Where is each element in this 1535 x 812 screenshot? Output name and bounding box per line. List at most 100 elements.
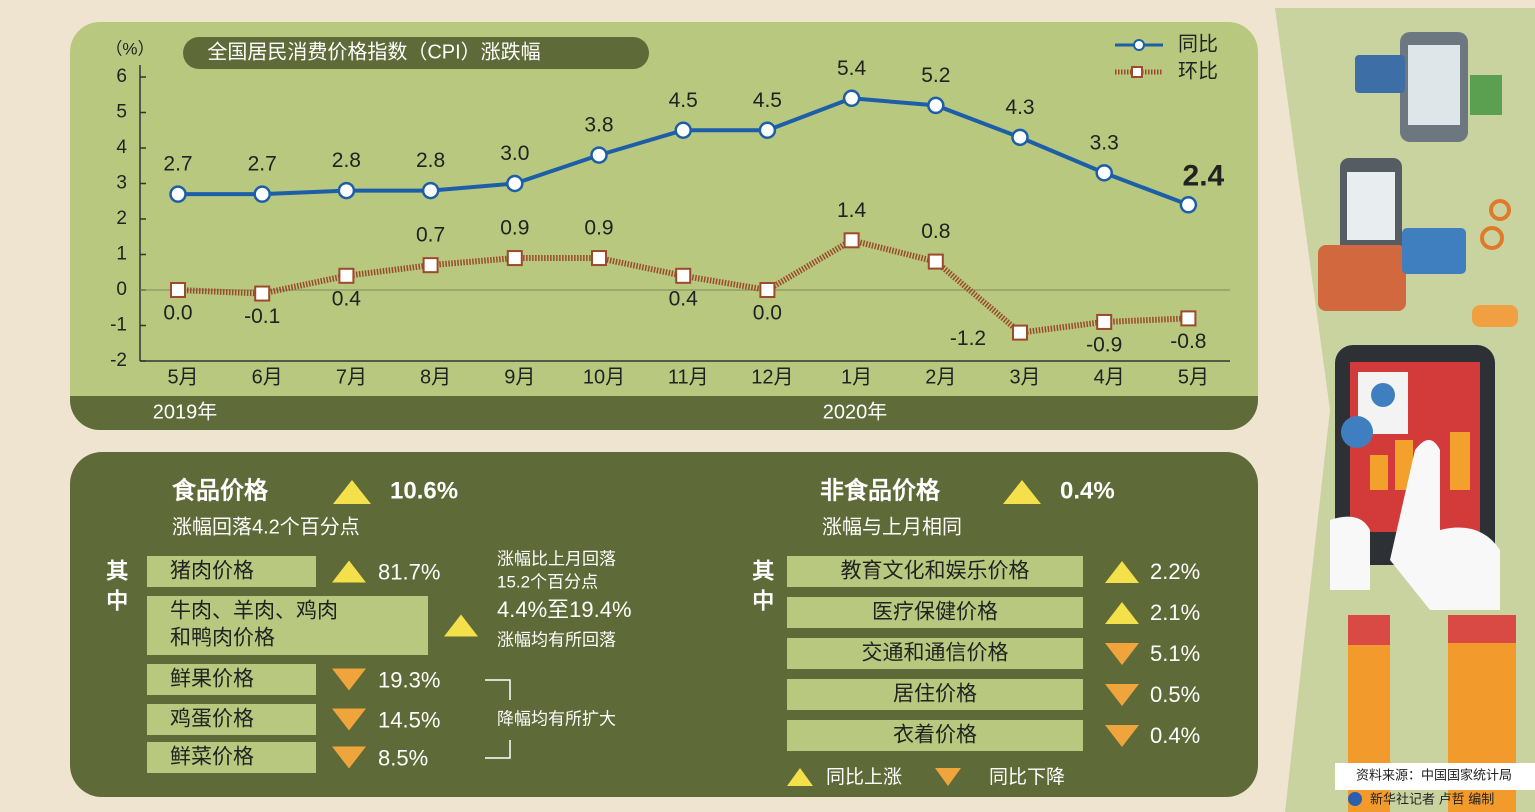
item-change: 19.3% [378,667,440,692]
x-tick-label: 12月 [751,366,793,388]
infographic: 全国居民消费价格指数（CPI）涨跌幅 （%） 资料来源：中国国家统计局 新华社记… [0,0,1535,812]
x-tick-label: 3月 [1009,366,1040,388]
food-change: 10.6% [390,477,458,504]
marker [255,287,269,301]
value-label: -1.2 [950,327,986,350]
x-tick-label: 1月 [841,366,872,388]
item-change: 8.5% [378,745,428,770]
legend-label: 同比 [1178,32,1218,55]
marker [1013,326,1027,340]
item-label: 居住价格 [893,683,977,706]
marker [339,183,354,198]
x-tick-label: 2月 [925,366,956,388]
side-label: 其中 [103,559,128,619]
nonfood-note: 涨幅与上月相同 [822,515,962,538]
value-label: 3.8 [584,114,613,137]
y-tick-label: 2 [116,208,127,229]
marker [760,123,775,138]
nonfood-change: 0.4% [1060,477,1115,504]
value-label: 0.8 [921,220,950,243]
y-tick-label: -2 [110,350,127,371]
marker [844,91,859,106]
y-tick-label: 1 [116,244,127,265]
item-label: 教育文化和娱乐价格 [841,560,1030,583]
item-change: 2.1% [1150,600,1200,625]
marker [1013,130,1028,145]
marker [424,258,438,272]
year-label: 2019年 [153,400,218,423]
item-label: 医疗保健价格 [872,601,998,624]
value-label: 5.4 [837,57,867,80]
marker [676,269,690,283]
item-change: 14.5% [378,707,440,732]
value-label: 2.4 [1183,160,1225,193]
x-tick-label: 6月 [252,366,283,388]
value-label: 0.4 [332,287,362,310]
nonfood-title: 非食品价格 [820,476,941,504]
marker [508,251,522,265]
value-label: 2.8 [416,149,445,172]
x-tick-label: 5月 [167,366,198,388]
value-label: 3.3 [1090,131,1119,154]
value-label: 0.9 [584,217,613,240]
marker [1097,315,1111,329]
item-label: 猪肉价格 [170,560,254,583]
item-label: 交通和通信价格 [862,642,1009,665]
food-note: 涨幅回落4.2个百分点 [172,515,360,538]
value-label: 2.7 [248,153,277,176]
y-tick-label: 5 [116,102,127,123]
item-change: 5.1% [1150,641,1200,666]
legend-down: 同比下降 [989,766,1065,788]
year-label: 2020年 [823,400,888,423]
value-label: 2.8 [332,149,361,172]
marker [1181,197,1196,212]
item-change: 2.2% [1150,559,1200,584]
value-label: 0.0 [753,302,782,325]
marker [507,176,522,191]
value-label: 0.9 [500,217,529,240]
legend-marker [1134,40,1144,50]
item-label: 鲜菜价格 [170,746,254,769]
marker [845,233,859,247]
value-label: -0.1 [244,305,280,328]
y-tick-label: 4 [116,137,127,158]
value-label: 5.2 [921,64,950,87]
x-tick-label: 10月 [583,366,625,388]
item-change: 81.7% [378,559,440,584]
item-note: 涨幅均有所回落 [497,630,616,649]
value-label: 0.0 [163,302,192,325]
legend-marker [1132,67,1142,77]
group-note: 降幅均有所扩大 [497,709,616,728]
marker [1181,311,1195,325]
value-label: 2.7 [163,153,192,176]
marker [1097,165,1112,180]
item-change: 0.4% [1150,723,1200,748]
value-label: 4.5 [669,89,698,112]
item-note: 涨幅比上月回落 [497,549,616,568]
y-tick-label: -1 [110,315,127,336]
marker [929,255,943,269]
item-label: 鸡蛋价格 [170,708,254,731]
value-label: -0.8 [1170,330,1206,353]
item-label: 鲜果价格 [170,668,254,691]
value-label: 4.5 [753,89,782,112]
chart-title: 全国居民消费价格指数（CPI）涨跌幅 [207,40,540,63]
y-tick-label: 3 [116,173,127,194]
marker [423,183,438,198]
legend-up: 同比上涨 [826,766,902,788]
side-label: 其中 [749,559,774,619]
y-tick-label: 6 [116,66,127,87]
value-label: 3.0 [500,142,529,165]
logo [1348,792,1362,806]
x-tick-label: 9月 [504,366,535,388]
y-axis-label: （%） [105,39,154,58]
item-label: 牛肉、羊肉、鸡肉 [170,600,338,623]
value-label: 1.4 [837,199,867,222]
marker [676,123,691,138]
item-label: 衣着价格 [893,724,977,747]
item-note: 15.2个百分点 [497,572,598,591]
marker [592,251,606,265]
marker [760,283,774,297]
legend-label: 环比 [1178,59,1218,82]
x-tick-label: 8月 [420,366,451,388]
